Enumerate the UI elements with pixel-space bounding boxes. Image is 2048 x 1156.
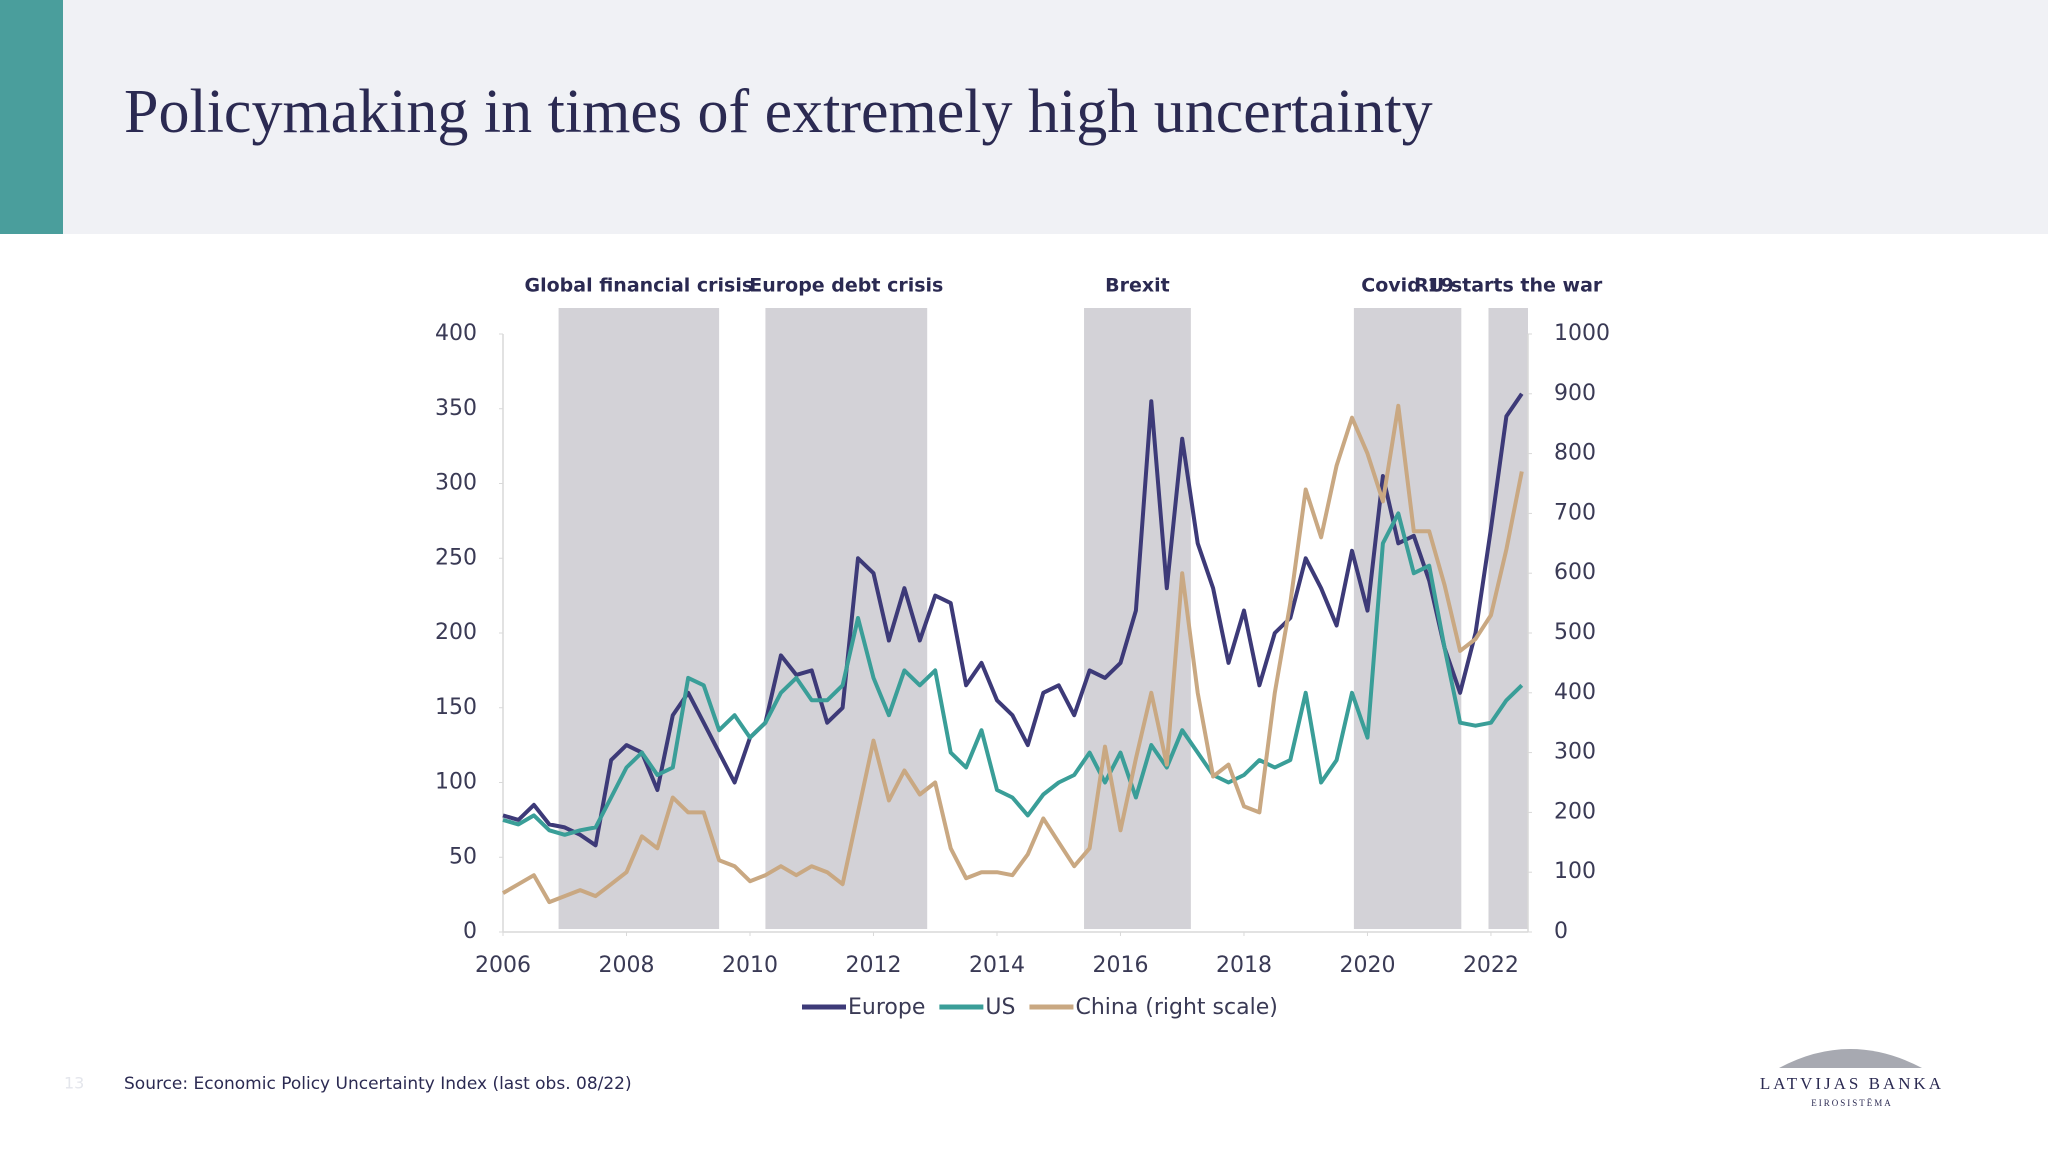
- x-tick-label: 2016: [1092, 953, 1148, 978]
- shaded-period: [765, 308, 928, 929]
- legend-label: China (right scale): [1075, 995, 1277, 1020]
- shaded-period: [558, 308, 720, 929]
- y-tick-label: 150: [435, 695, 477, 720]
- series-line: [501, 403, 1524, 905]
- y-tick-label: 200: [435, 620, 477, 645]
- accent-strip: [0, 0, 63, 234]
- header-band: [0, 0, 2048, 234]
- x-tick-label: 2010: [722, 953, 778, 978]
- shaded-period: [1353, 308, 1462, 929]
- period-label: Brexit: [1105, 275, 1170, 297]
- series-line: [502, 392, 1524, 848]
- slide-title: Policymaking in times of extremely high …: [124, 78, 1433, 146]
- period-label: Global financial crisis: [525, 275, 754, 297]
- x-tick-label: 2012: [845, 953, 901, 978]
- period-label: RU starts the war: [1414, 275, 1603, 297]
- page-number: 13: [64, 1074, 84, 1093]
- y-tick-label: 300: [435, 471, 477, 496]
- y2-tick-label: 800: [1554, 441, 1596, 466]
- y2-tick-label: 500: [1554, 620, 1596, 645]
- logo-arc: [1779, 1049, 1922, 1068]
- y-tick-label: 250: [435, 545, 477, 570]
- x-tick-label: 2022: [1463, 953, 1519, 978]
- x-tick-label: 2008: [598, 953, 654, 978]
- y2-tick-label: 300: [1554, 740, 1596, 765]
- y2-tick-label: 100: [1554, 859, 1596, 884]
- y2-tick-label: 700: [1554, 500, 1596, 525]
- x-tick-label: 2018: [1216, 953, 1272, 978]
- series-line: [502, 511, 1524, 837]
- y2-tick-label: 900: [1554, 381, 1596, 406]
- y-tick-label: 350: [435, 396, 477, 421]
- y-tick-label: 400: [435, 321, 477, 346]
- y-tick-label: 100: [435, 770, 477, 795]
- y-tick-label: 50: [449, 844, 477, 869]
- source-note: Source: Economic Policy Uncertainty Inde…: [124, 1074, 632, 1094]
- shaded-period: [1084, 308, 1191, 929]
- x-tick-label: 2014: [969, 953, 1025, 978]
- y2-tick-label: 600: [1554, 560, 1596, 585]
- shaded-period: [1488, 308, 1528, 929]
- logo-subtitle: EIROSISTĒMA: [1811, 1098, 1893, 1108]
- y2-tick-label: 0: [1554, 919, 1568, 944]
- y2-tick-label: 400: [1554, 680, 1596, 705]
- period-label: Covid 19: [1361, 275, 1454, 297]
- logo-name: LATVIJAS BANKA: [1760, 1074, 1944, 1093]
- y-tick-label: 0: [463, 919, 477, 944]
- y2-tick-label: 1000: [1554, 321, 1610, 346]
- legend-label: Europe: [848, 995, 925, 1020]
- y2-tick-label: 200: [1554, 799, 1596, 824]
- x-tick-label: 2020: [1339, 953, 1395, 978]
- x-tick-label: 2006: [475, 953, 531, 978]
- legend-label: US: [985, 995, 1015, 1020]
- period-label: Europe debt crisis: [749, 275, 943, 297]
